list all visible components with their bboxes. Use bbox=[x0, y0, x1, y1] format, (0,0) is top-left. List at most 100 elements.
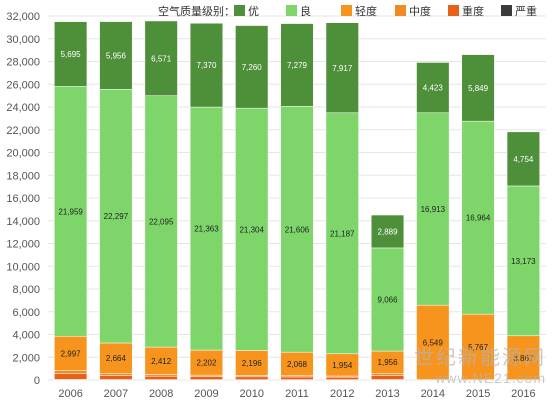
bar-segment-良 bbox=[461, 120, 495, 315]
data-label: 21,363 bbox=[194, 225, 219, 234]
legend-swatch-优 bbox=[234, 5, 245, 16]
data-label: 1,956 bbox=[378, 358, 399, 367]
watermark: 世纪新能源网 www.NE21.com bbox=[414, 341, 546, 386]
bar-segment-轻度 bbox=[54, 335, 88, 371]
y-tick-label: 24,000 bbox=[6, 102, 40, 114]
x-tick-label: 2012 bbox=[330, 388, 354, 400]
data-label: 2,196 bbox=[242, 359, 263, 368]
legend-item-良: 良 bbox=[300, 4, 311, 18]
bar-segment-重度 bbox=[280, 376, 314, 380]
legend-item-重度: 重度 bbox=[462, 4, 484, 18]
bar-segment-良 bbox=[370, 247, 405, 352]
bar-segment-重度 bbox=[144, 375, 178, 380]
y-tick-label: 2,000 bbox=[12, 352, 40, 364]
bar-segment-中度 bbox=[99, 373, 133, 376]
y-tick-label: 8,000 bbox=[12, 284, 40, 296]
x-tick-label: 2014 bbox=[421, 388, 445, 400]
bar-segment-轻度 bbox=[461, 313, 495, 380]
bar-segment-重度 bbox=[54, 373, 88, 380]
x-tick-label: 2006 bbox=[58, 388, 82, 400]
bar-segment-轻度 bbox=[506, 335, 540, 381]
data-label: 4,754 bbox=[513, 155, 534, 164]
data-label: 6,571 bbox=[151, 54, 172, 63]
legend-swatch-良 bbox=[286, 5, 297, 16]
data-label: 21,304 bbox=[239, 225, 264, 234]
bar-segment-重度 bbox=[189, 376, 224, 380]
bar-segment-优 bbox=[54, 21, 88, 87]
y-tick-label: 0 bbox=[34, 375, 40, 387]
legend-swatch-轻度 bbox=[341, 5, 352, 16]
data-label: 13,173 bbox=[511, 257, 536, 266]
bar-segment-良 bbox=[54, 86, 88, 337]
y-tick-label: 22,000 bbox=[6, 125, 40, 137]
bar-segment-优 bbox=[325, 22, 359, 114]
data-label: 5,849 bbox=[468, 84, 489, 93]
legend-swatch-严重 bbox=[501, 5, 512, 16]
x-tick-label: 2007 bbox=[104, 388, 128, 400]
legend-item-中度: 中度 bbox=[409, 4, 431, 18]
y-tick-label: 4,000 bbox=[12, 330, 40, 342]
y-tick-label: 18,000 bbox=[6, 170, 40, 182]
x-tick-label: 2009 bbox=[194, 388, 218, 400]
y-tick-label: 12,000 bbox=[6, 239, 40, 251]
bar-segment-优 bbox=[280, 23, 314, 107]
data-label: 4,423 bbox=[423, 84, 444, 93]
x-tick-label: 2015 bbox=[466, 388, 490, 400]
data-label: 2,412 bbox=[151, 357, 172, 366]
bar-segment-良 bbox=[99, 89, 133, 344]
data-label: 5,767 bbox=[468, 343, 489, 352]
data-label: 7,917 bbox=[332, 64, 353, 73]
bar-segment-重度 bbox=[370, 375, 405, 380]
y-tick-label: 6,000 bbox=[12, 307, 40, 319]
bar-segment-中度 bbox=[54, 370, 88, 374]
data-label: 7,279 bbox=[287, 61, 308, 70]
legend-title: 空气质量级别： bbox=[158, 4, 235, 18]
bar-segment-良 bbox=[235, 107, 269, 351]
legend-item-轻度: 轻度 bbox=[355, 4, 377, 18]
data-label: 22,297 bbox=[104, 212, 129, 221]
legend-swatch-重度 bbox=[448, 5, 459, 16]
bar-segment-重度 bbox=[99, 375, 133, 380]
data-label: 2,997 bbox=[61, 349, 82, 358]
data-label: 22,095 bbox=[149, 217, 174, 226]
data-label: 16,913 bbox=[421, 205, 446, 214]
bar-segment-中度 bbox=[144, 374, 178, 377]
legend: 空气质量级别： 优 良 轻度 中度 重度 严重 bbox=[158, 4, 537, 18]
y-tick-label: 26,000 bbox=[6, 79, 40, 91]
data-label: 2,068 bbox=[287, 360, 308, 369]
y-tick-label: 16,000 bbox=[6, 193, 40, 205]
bar-segment-重度 bbox=[325, 376, 359, 380]
x-tick-label: 2010 bbox=[239, 388, 263, 400]
y-tick-label: 20,000 bbox=[6, 148, 40, 160]
bar-segment-优 bbox=[370, 214, 405, 249]
bar-segment-轻度 bbox=[235, 350, 269, 376]
data-label: 2,664 bbox=[106, 354, 127, 363]
data-label: 21,187 bbox=[330, 229, 355, 238]
data-label: 9,066 bbox=[378, 295, 399, 304]
legend-item-优: 优 bbox=[248, 5, 259, 18]
legend-swatch-中度 bbox=[395, 5, 406, 16]
data-label: 16,964 bbox=[466, 214, 491, 223]
data-label: 3,867 bbox=[513, 354, 534, 363]
bar-segment-轻度 bbox=[189, 349, 224, 376]
data-label: 5,695 bbox=[61, 50, 82, 59]
bar-segment-轻度 bbox=[144, 346, 178, 375]
bar-segment-良 bbox=[506, 185, 540, 337]
data-label: 7,370 bbox=[196, 61, 217, 70]
data-label: 21,606 bbox=[285, 225, 310, 234]
data-label: 1,954 bbox=[332, 361, 353, 370]
bar-segment-中度 bbox=[370, 373, 405, 376]
data-label: 6,549 bbox=[423, 338, 444, 347]
bar-segment-良 bbox=[416, 112, 450, 306]
y-tick-label: 10,000 bbox=[6, 261, 40, 273]
y-tick-label: 28,000 bbox=[6, 57, 40, 69]
x-tick-label: 2016 bbox=[511, 388, 535, 400]
y-tick-label: 14,000 bbox=[6, 216, 40, 228]
data-label: 5,956 bbox=[106, 51, 127, 60]
bar-segment-重度 bbox=[235, 376, 269, 380]
data-label: 2,202 bbox=[196, 359, 217, 368]
watermark-line1: 世纪新能源网 bbox=[414, 347, 546, 369]
x-tick-label: 2008 bbox=[149, 388, 173, 400]
